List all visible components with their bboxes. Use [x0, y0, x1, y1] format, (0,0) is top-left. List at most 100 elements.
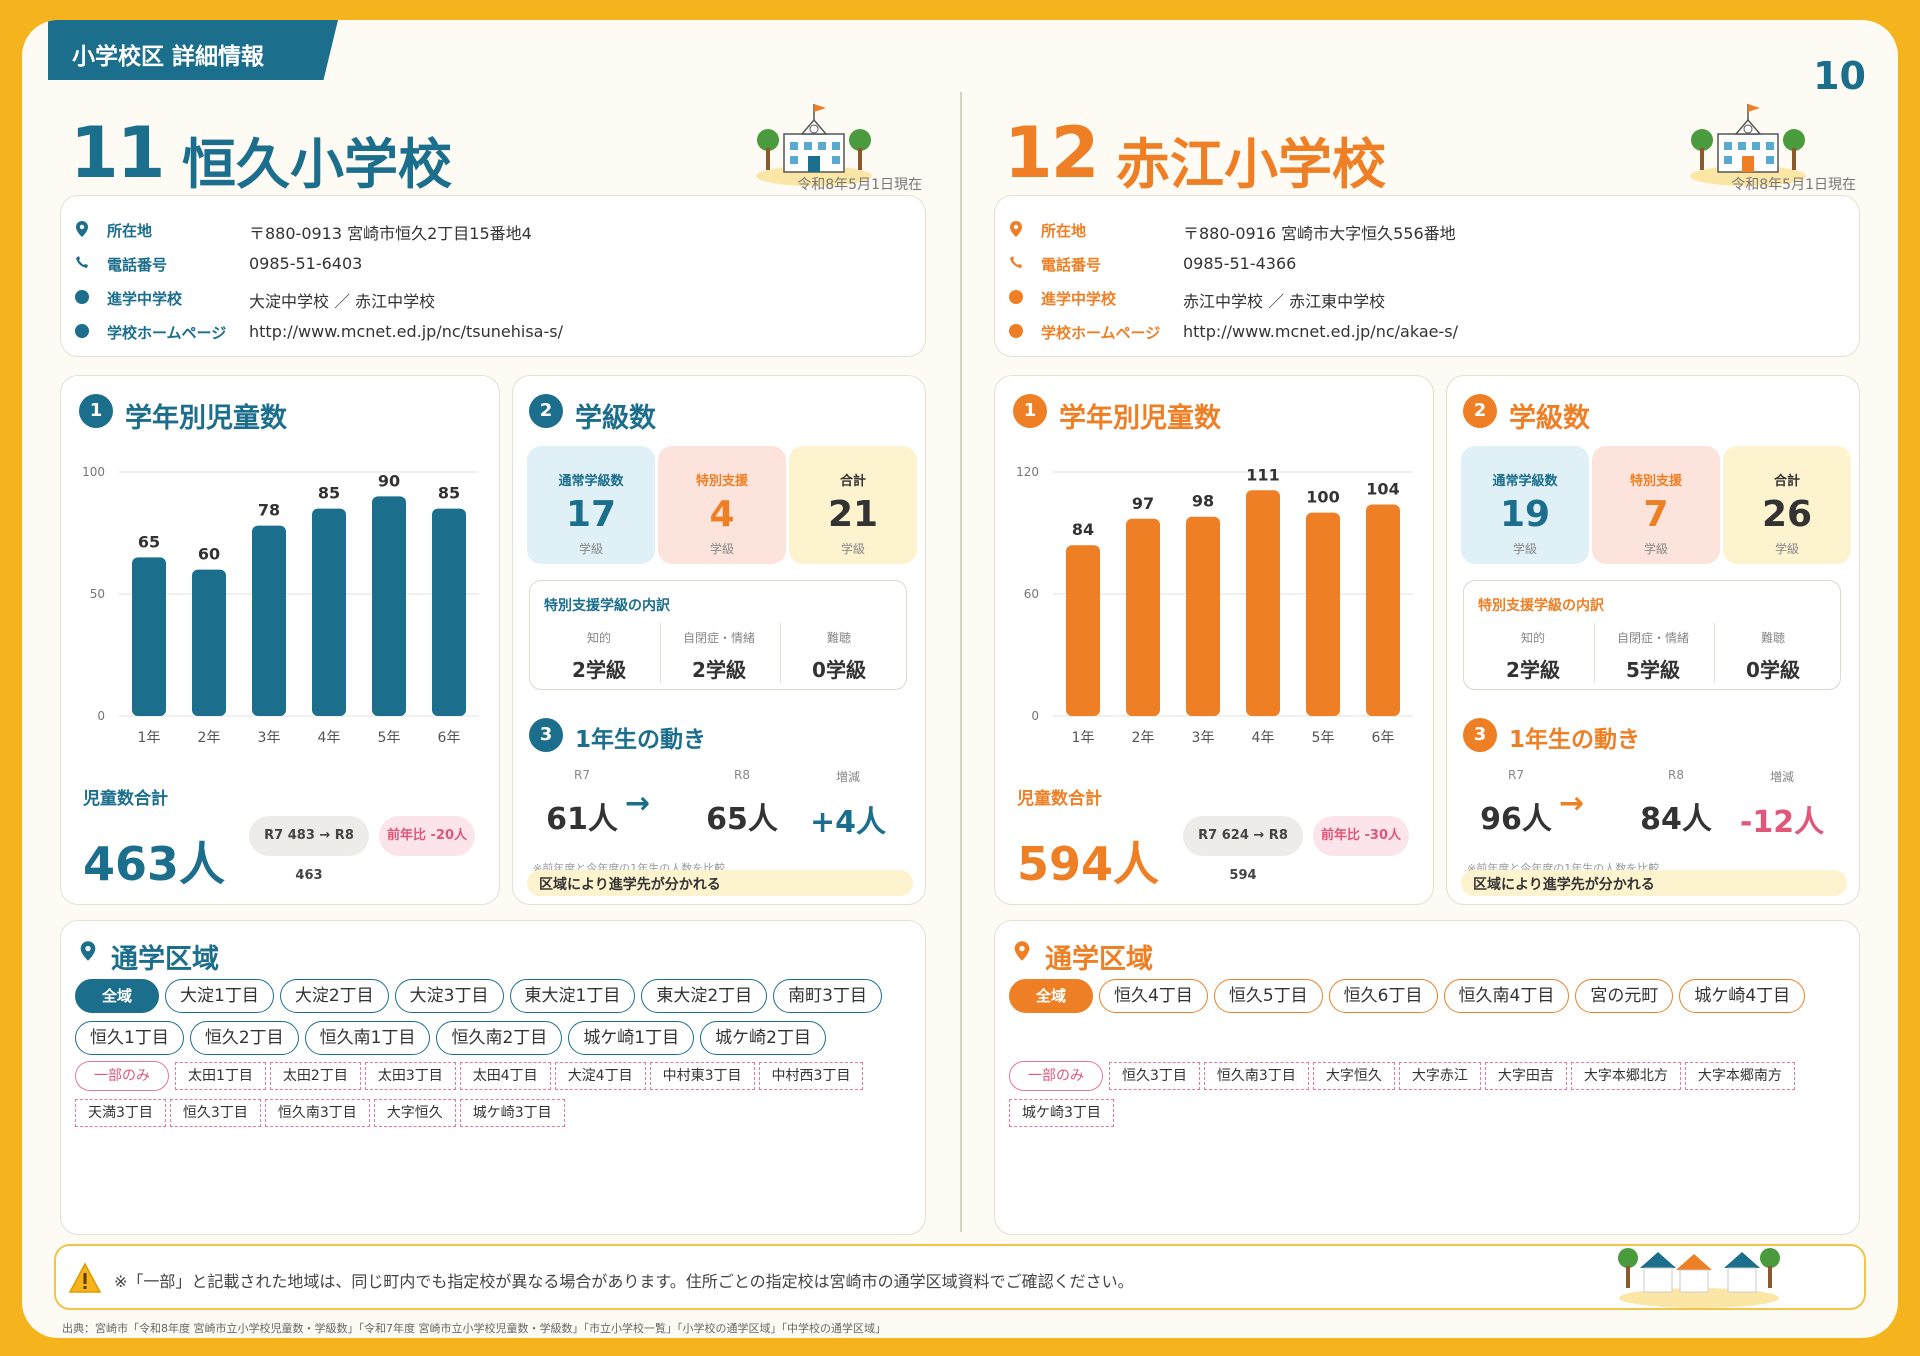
- area-chip[interactable]: 恒久2丁目: [189, 1021, 299, 1055]
- phone-icon: [1010, 256, 1022, 268]
- movement-label: R7: [574, 768, 590, 782]
- breakdown-label: 知的: [1520, 631, 1545, 645]
- partial-area-chip[interactable]: 天満3丁目: [75, 1099, 166, 1127]
- info-row: 進学中学校 赤江中学校 ／ 赤江東中学校: [1007, 282, 1847, 312]
- class-tile: 通常学級数 17 学級: [527, 446, 655, 564]
- total-label: 児童数合計: [83, 789, 168, 809]
- partial-area-chip[interactable]: 太田3丁目: [364, 1062, 456, 1090]
- area-chip[interactable]: 恒久南2丁目: [436, 1021, 563, 1055]
- breakdown-item: 自閉症・情緒 5学級: [1596, 621, 1710, 682]
- area-chip[interactable]: 城ケ崎4丁目: [1679, 979, 1806, 1013]
- arrow-icon: →: [625, 786, 651, 821]
- partial-area-chip[interactable]: 恒久3丁目: [169, 1099, 261, 1127]
- partial-area-chip[interactable]: 大字恒久: [373, 1099, 456, 1127]
- school-number: 12: [1004, 112, 1099, 194]
- info-value: 赤江中学校 ／ 赤江東中学校: [1183, 292, 1386, 311]
- breakdown-value: 2学級: [572, 658, 626, 682]
- bar-4年: [1246, 490, 1280, 716]
- homepage-link[interactable]: http://www.mcnet.ed.jp/nc/akae-s/: [1183, 322, 1458, 341]
- partial-area-chip[interactable]: 大字赤江: [1398, 1062, 1481, 1090]
- circle-bullet-icon: [1009, 324, 1023, 338]
- tile-value: 19: [1499, 494, 1551, 535]
- partial-area-chip[interactable]: 城ケ崎3丁目: [1009, 1099, 1114, 1127]
- divider: [1594, 623, 1595, 683]
- partial-area-chip[interactable]: 大字恒久: [1312, 1062, 1395, 1090]
- area-chip[interactable]: 南町3丁目: [773, 979, 882, 1013]
- section-heading: 学級数: [1509, 403, 1590, 434]
- location-pin-icon: [76, 221, 88, 237]
- area-chip[interactable]: 東大淀2丁目: [641, 979, 768, 1013]
- info-label: 電話番号: [107, 256, 168, 274]
- school-zone-card: 通学区域 全域 大淀1丁目 大淀2丁目 大淀3丁目 東大淀1丁目 東大淀2丁目 南町3丁目恒久…: [60, 920, 926, 1235]
- area-chip[interactable]: 恒久6丁目: [1328, 979, 1438, 1013]
- class-tiles: 通常学級数 19 学級 特別支援 7 学級 合計 26 学級: [1461, 446, 1855, 564]
- area-chip[interactable]: 恒久南1丁目: [304, 1021, 431, 1055]
- partial-area-chip[interactable]: 太田2丁目: [269, 1062, 361, 1090]
- circle-bullet-icon: [75, 324, 89, 338]
- info-value: 0985-51-6403: [249, 254, 363, 273]
- area-chip[interactable]: 恒久1丁目: [75, 1021, 184, 1055]
- bar-value-label: 111: [1246, 465, 1279, 484]
- info-label: 所在地: [107, 222, 153, 240]
- bar-4年: [312, 508, 346, 716]
- tile-label: 特別支援: [695, 474, 748, 489]
- homepage-link[interactable]: http://www.mcnet.ed.jp/nc/tsunehisa-s/: [249, 322, 563, 341]
- bar-3年: [1186, 516, 1220, 716]
- tile-value: 21: [827, 494, 879, 535]
- area-chip[interactable]: 東大淀1丁目: [509, 979, 636, 1013]
- partial-area-chip[interactable]: 大字田吉: [1484, 1062, 1567, 1090]
- class-count-card: 2 学級数 通常学級数 19 学級 特別支援 7 学級 合計 26 学級 特別支援学級の内訳 知的 2学級…: [1446, 375, 1860, 905]
- class-tiles: 通常学級数 17 学級 特別支援 4 学級 合計 21 学級: [527, 446, 921, 564]
- partial-area-chip[interactable]: 恒久南3丁目: [264, 1099, 370, 1127]
- tile-label: 通常学級数: [1492, 474, 1558, 489]
- school-column-12: 12 赤江小学校 令和8年5月1日現在 所在地 〒880-0916 宮崎市大字恒久556…: [994, 20, 1866, 1250]
- breakdown-value: 5学級: [1626, 658, 1680, 682]
- school-number: 11: [70, 112, 165, 194]
- tile-value: 26: [1761, 494, 1813, 535]
- partial-area-chip[interactable]: 恒久3丁目: [1109, 1062, 1200, 1090]
- area-chip[interactable]: 城ケ崎1丁目: [568, 1021, 695, 1055]
- section-number-badge: 2: [1463, 394, 1497, 428]
- partial-area-chip[interactable]: 大淀4丁目: [554, 1062, 646, 1090]
- movement-item: R7 96人: [1451, 768, 1581, 838]
- grade-bar-chart: 0 50 100 65 1年 60 2年 78 3年 85 4年 90 5年 85 6年: [82, 465, 479, 746]
- area-chip[interactable]: 城ケ崎2丁目: [700, 1021, 826, 1055]
- area-chip[interactable]: 大淀3丁目: [394, 979, 504, 1013]
- school-info-card: 所在地 〒880-0913 宮崎市恒久2丁目15番地4 電話番号 0985-51-64…: [60, 195, 926, 357]
- breakdown-item: 知的 2学級: [542, 621, 656, 682]
- source-citation: 出典：宮崎市「令和8年度 宮崎市立小学校児童数・学級数」「令和7年度 宮崎市立小…: [62, 1322, 886, 1335]
- tile-value: 17: [565, 494, 617, 535]
- partial-area-chip[interactable]: 太田1丁目: [175, 1062, 266, 1090]
- movement-value: 84人: [1640, 802, 1712, 837]
- section-number-badge: 2: [529, 394, 563, 428]
- partial-area-chip[interactable]: 大字本郷北方: [1570, 1062, 1681, 1090]
- area-chip[interactable]: 大淀1丁目: [165, 979, 274, 1013]
- area-chip[interactable]: 恒久4丁目: [1099, 979, 1208, 1013]
- area-chip[interactable]: 宮の元町: [1575, 979, 1674, 1013]
- partial-area-chip[interactable]: 中村西3丁目: [758, 1062, 864, 1090]
- school-zone-card: 通学区域 全域 恒久4丁目 恒久5丁目 恒久6丁目 恒久南4丁目 宮の元町 城ケ崎4丁目 一部の…: [994, 920, 1860, 1235]
- partial-area-label: 一部のみ: [75, 1061, 169, 1091]
- y-tick-label: 60: [1024, 587, 1039, 601]
- y-tick-label: 0: [1031, 709, 1039, 723]
- partial-area-chip[interactable]: 中村東3丁目: [649, 1062, 755, 1090]
- x-tick-label: 1年: [138, 730, 161, 746]
- bar-value-label: 60: [198, 545, 220, 564]
- area-chip[interactable]: 恒久5丁目: [1213, 979, 1323, 1013]
- divider: [1714, 623, 1715, 683]
- bar-2年: [192, 569, 226, 716]
- class-tile: 特別支援 4 学級: [658, 446, 786, 564]
- partial-area-chip[interactable]: 太田4丁目: [459, 1062, 551, 1090]
- partial-area-chip[interactable]: 城ケ崎3丁目: [459, 1099, 565, 1127]
- section-number-badge: 3: [529, 718, 563, 752]
- breakdown-label: 自閉症・情緒: [1616, 631, 1689, 645]
- section-heading: 通学区域: [111, 944, 219, 975]
- info-row: 電話番号 0985-51-4366: [1007, 248, 1847, 278]
- area-chip[interactable]: 恒久南4丁目: [1443, 979, 1570, 1013]
- partial-area-chip[interactable]: 大字本郷南方: [1684, 1062, 1795, 1090]
- area-chip[interactable]: 大淀2丁目: [279, 979, 389, 1013]
- partial-area-chip[interactable]: 恒久南3丁目: [1203, 1062, 1309, 1090]
- info-value: 大淀中学校 ／ 赤江中学校: [249, 292, 436, 311]
- movement-value: +4人: [809, 805, 886, 840]
- section-number-badge: 1: [1013, 394, 1047, 428]
